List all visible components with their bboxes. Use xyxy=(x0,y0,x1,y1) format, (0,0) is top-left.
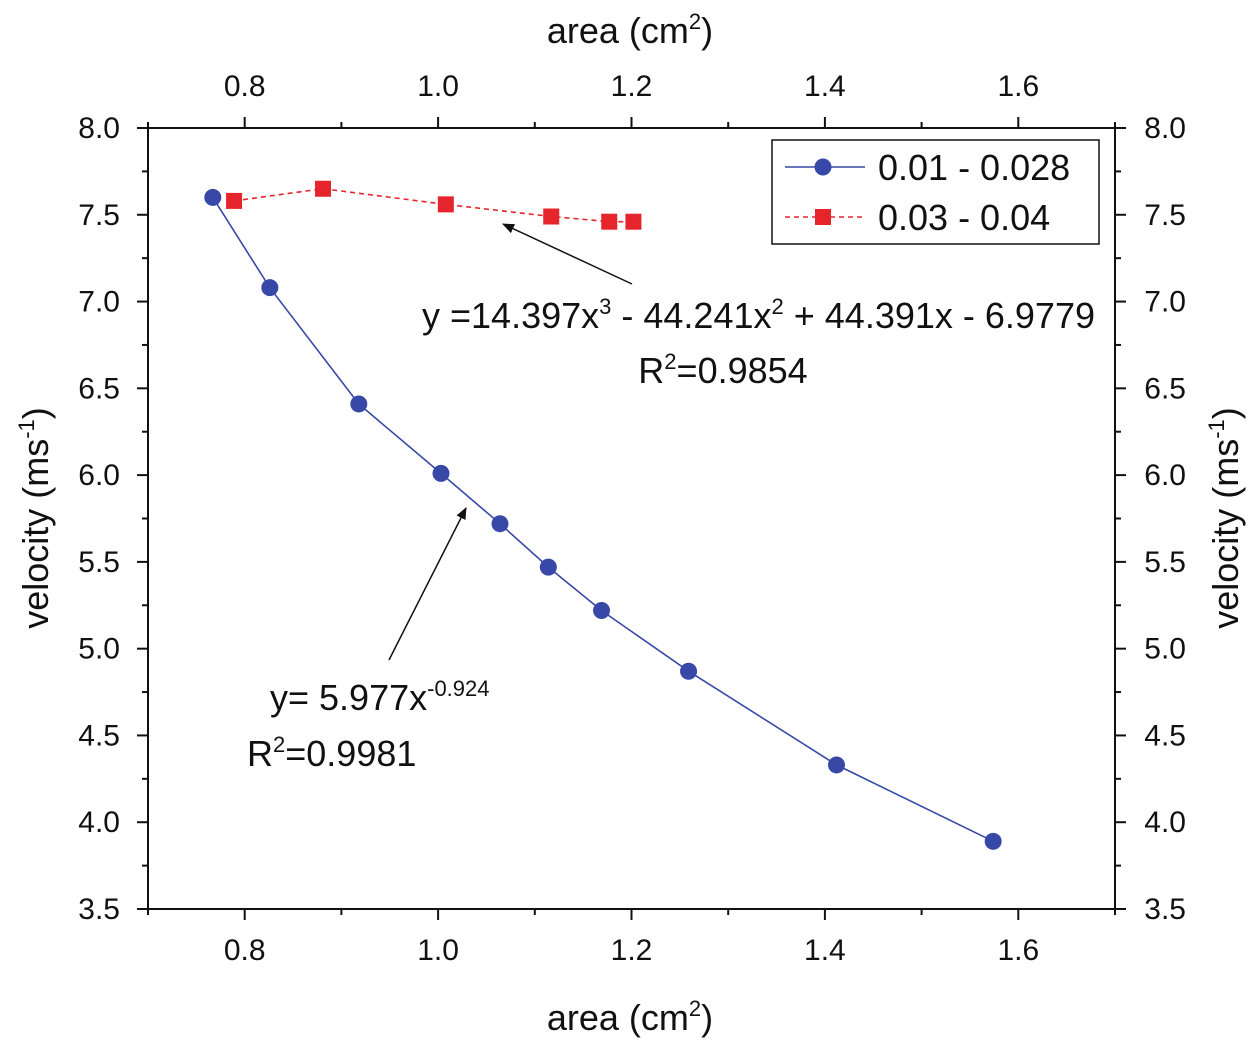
annotation-fit-top-r2: R2=0.9854 xyxy=(638,349,807,391)
series-1-point xyxy=(593,601,611,619)
legend: 0.01 - 0.028 0.03 - 0.04 xyxy=(771,139,1100,245)
y-tick-label-left: 6.5 xyxy=(78,372,120,405)
y-tick-label-right: 6.0 xyxy=(1144,459,1186,492)
y-axis-title-left: velocity (ms-1) xyxy=(14,407,56,629)
series-1-point xyxy=(204,188,222,206)
series-2-point xyxy=(437,196,454,213)
y-tick-label-right: 7.5 xyxy=(1144,199,1186,232)
legend-marker-series-1 xyxy=(814,158,832,176)
y-tick-label-left: 3.5 xyxy=(78,893,120,926)
y-tick-label-left: 4.5 xyxy=(78,719,120,752)
annotation-fit-bottom: y= 5.977x-0.924 R2=0.9981 xyxy=(247,507,490,774)
legend-marker-series-2 xyxy=(815,209,831,225)
legend-box xyxy=(771,139,1100,245)
annotation-fit-top: y =14.397x3 - 44.241x2 + 44.391x - 6.977… xyxy=(422,223,1095,391)
series-2-point xyxy=(543,208,560,225)
y-tick-label-left: 5.0 xyxy=(78,633,120,666)
series-1-point xyxy=(491,515,509,533)
series-1-point xyxy=(680,662,698,680)
y-tick-label-right: 7.0 xyxy=(1144,286,1186,319)
annotation-fit-bottom-r2: R2=0.9981 xyxy=(247,732,416,774)
x-tick-label-top: 1.4 xyxy=(804,70,846,103)
series-1-point xyxy=(261,279,279,297)
x-tick-label-bottom: 1.0 xyxy=(417,934,459,967)
series-2-point xyxy=(625,213,642,230)
y-tick-label-left: 7.5 xyxy=(78,199,120,232)
series-1-point xyxy=(984,832,1002,850)
x-tick-label-top: 1.6 xyxy=(997,70,1039,103)
series-1-point xyxy=(539,558,557,576)
series-layer xyxy=(204,180,1002,850)
series-2-point xyxy=(601,213,618,230)
annotation-fit-bottom-arrow xyxy=(388,507,467,661)
series-1-point xyxy=(432,464,450,482)
annotation-fit-top-equation: y =14.397x3 - 44.241x2 + 44.391x - 6.977… xyxy=(422,294,1095,336)
series-2-line xyxy=(233,187,634,223)
y-tick-label-left: 6.0 xyxy=(78,459,120,492)
x-axis-title-top: area (cm2) xyxy=(547,9,713,51)
y-tick-label-right: 5.5 xyxy=(1144,546,1186,579)
annotation-fit-top-arrow xyxy=(502,223,633,285)
x-tick-label-bottom: 1.2 xyxy=(611,934,653,967)
annotation-fit-bottom-equation: y= 5.977x-0.924 xyxy=(270,676,490,718)
x-tick-label-bottom: 1.6 xyxy=(997,934,1039,967)
y-tick-label-right: 6.5 xyxy=(1144,372,1186,405)
series-1-point xyxy=(350,395,368,413)
y-tick-label-left: 8.0 xyxy=(78,112,120,145)
x-tick-label-bottom: 1.4 xyxy=(804,934,846,967)
x-tick-label-top: 1.2 xyxy=(611,70,653,103)
y-tick-label-right: 3.5 xyxy=(1144,893,1186,926)
y-tick-label-left: 5.5 xyxy=(78,546,120,579)
y-tick-label-right: 4.5 xyxy=(1144,719,1186,752)
x-axis-title-bottom: area (cm2) xyxy=(547,996,713,1038)
x-tick-label-top: 1.0 xyxy=(417,70,459,103)
series-1-line xyxy=(212,196,994,843)
plot-frame xyxy=(147,127,1116,910)
y-tick-label-left: 4.0 xyxy=(78,806,120,839)
x-tick-label-bottom: 0.8 xyxy=(224,934,266,967)
axes-ticks: 0.8 0.8 1.0 1.0 1.2 1.2 1.4 1.4 1.6 1.6 3.5 3.5 4.0 4… xyxy=(78,70,1186,967)
x-tick-label-top: 0.8 xyxy=(224,70,266,103)
y-tick-label-right: 8.0 xyxy=(1144,112,1186,145)
series-1-point xyxy=(828,756,846,774)
series-2-point xyxy=(226,192,243,209)
series-2-point xyxy=(315,180,332,197)
legend-label-series-1: 0.01 - 0.028 xyxy=(878,147,1070,188)
y-tick-label-left: 7.0 xyxy=(78,286,120,319)
y-axis-title-right: velocity (ms-1) xyxy=(1204,407,1246,629)
legend-label-series-2: 0.03 - 0.04 xyxy=(878,197,1050,238)
y-tick-label-right: 4.0 xyxy=(1144,806,1186,839)
y-tick-label-right: 5.0 xyxy=(1144,633,1186,666)
